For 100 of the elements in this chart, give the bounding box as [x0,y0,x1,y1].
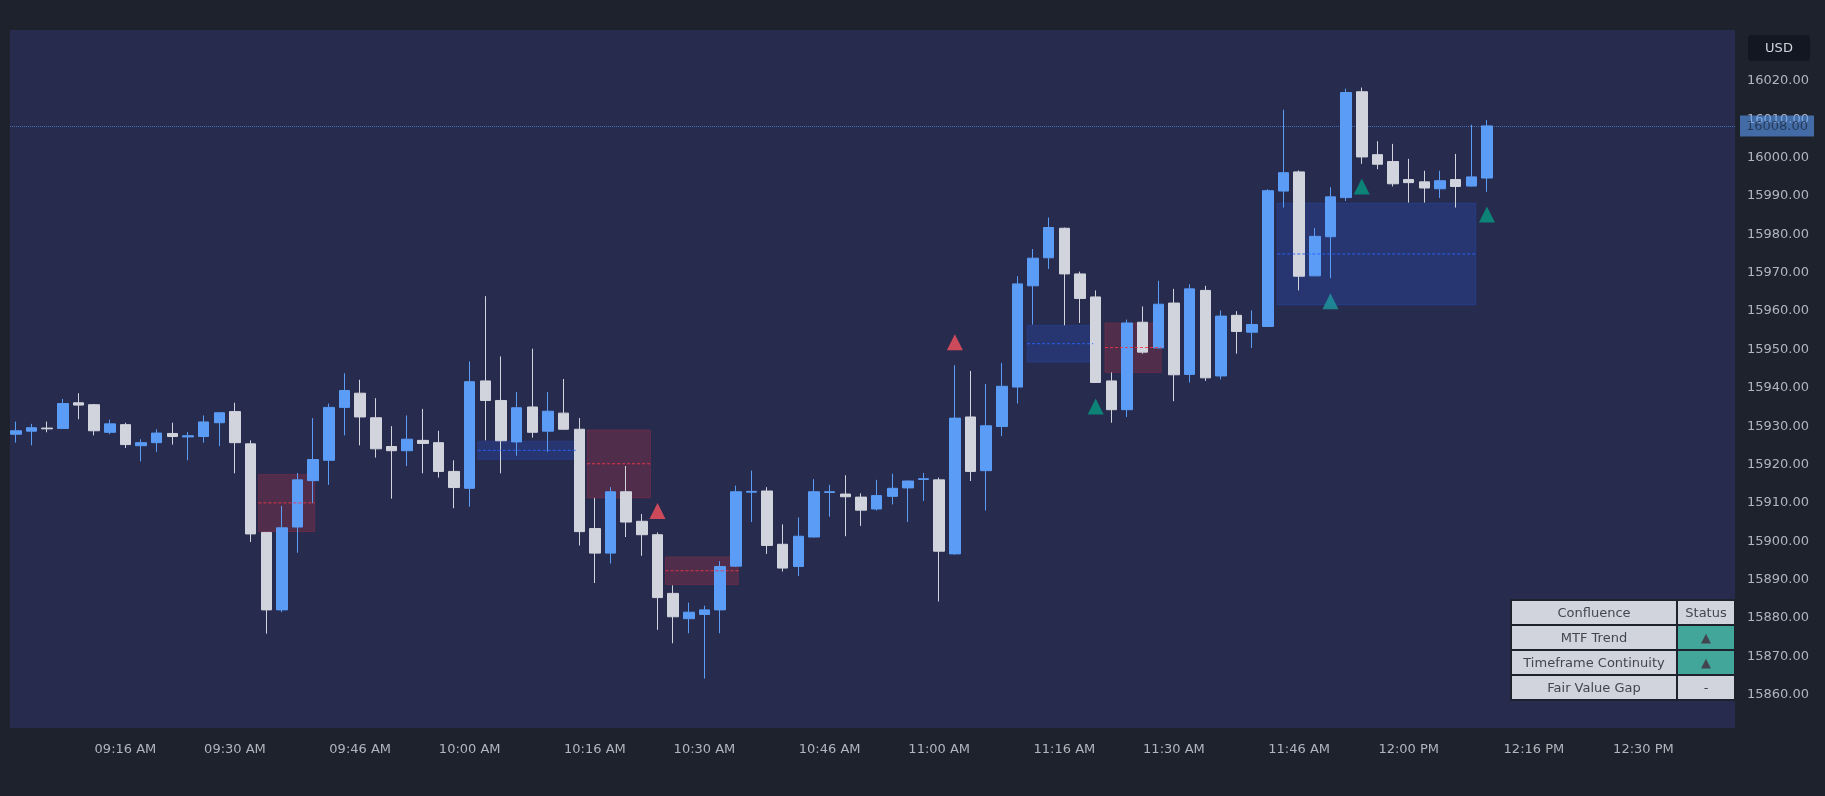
candlestick [1434,170,1446,199]
candlestick [980,383,992,512]
candlestick [1372,140,1383,170]
candlestick [558,378,569,431]
candlestick [1043,217,1054,270]
x-tick-label: 09:30 AM [204,741,266,756]
candlestick [667,584,679,644]
annotation: ▲ [1677,650,1735,675]
candlestick [1387,143,1399,187]
candlestick [902,480,914,523]
candlestick [135,438,147,462]
candlestick [793,516,804,577]
candlestick [1168,288,1180,402]
candlestick [1012,275,1023,405]
candlestick [527,348,538,439]
candlestick [1059,227,1070,326]
x-tick-label: 12:30 PM [1613,741,1674,756]
candlestick [855,492,867,527]
y-tick-label: 15960.00 [1747,302,1810,318]
y-tick-label: 15950.00 [1747,340,1810,356]
annotation: Timeframe Continuity [1511,650,1677,675]
candlestick [840,474,851,537]
x-tick-label: 11:00 AM [908,741,971,756]
x-tick-label: 09:46 AM [329,741,392,756]
y-tick-label: 16000.00 [1747,149,1810,165]
candlestick [949,364,961,556]
point [946,334,963,351]
candlestick [589,497,601,584]
candlestick [1450,153,1461,209]
candlestick [1403,158,1414,204]
candlestick [996,362,1008,437]
candlestick [1121,319,1133,418]
candlestick [354,379,366,446]
candlestick [1215,309,1227,380]
candlestick [574,417,585,546]
candlestick [511,391,522,457]
candlestick [292,472,303,554]
candlestick [683,602,695,634]
point [649,502,666,519]
candlestick [918,472,929,502]
candlestick [761,486,773,555]
candlestick [1246,309,1258,349]
point [1087,398,1104,415]
candlestick [448,459,460,509]
annotation: - [1677,675,1735,700]
annotation: MTF Trend [1511,625,1677,650]
candlestick [41,421,53,433]
candlestick [339,372,350,436]
annotation: Status [1677,600,1735,625]
candlestick [495,355,507,474]
candlestick [605,486,616,564]
x-tick-label: 10:16 AM [564,741,626,756]
candlestick [965,370,976,482]
annotation: Fair Value Gap [1511,675,1677,700]
candlestick [652,531,663,631]
candlestick [401,414,413,467]
candlestick [433,430,444,479]
y-tick-label: 15860.00 [1747,685,1810,701]
candlestick [1356,87,1368,165]
x-tick-label: 11:16 AM [1033,741,1096,756]
y-tick-label: 15900.00 [1747,532,1810,548]
x-tick-label: 12:00 PM [1378,741,1440,756]
candlestick [261,531,272,635]
candlestick [1074,271,1086,324]
y-tick-label: 15880.00 [1747,609,1810,625]
candlestick [1466,124,1477,187]
candlestick [120,422,131,449]
candlestick [73,392,84,420]
point [1322,293,1339,310]
x-tick-label: 10:00 AM [438,741,501,756]
y-tick-label: 15970.00 [1747,264,1810,280]
annotation: ▲ [1677,625,1735,650]
candlestick [88,403,100,436]
candlestick [1262,188,1274,328]
annotation: Confluence [1511,600,1677,625]
x-tick-label: 12:16 PM [1503,741,1565,756]
y-tick-label: 15930.00 [1747,417,1810,433]
candlestick [542,391,554,453]
candlestick [182,431,194,461]
y-tick-label: 15990.00 [1747,187,1810,203]
candlestick [276,505,288,613]
x-tick-label: 10:46 AM [798,741,861,756]
x-tick-label: 09:16 AM [94,741,157,756]
candlestick [307,417,319,504]
candlestick [1419,170,1430,204]
candlestick [636,513,648,557]
candlestick [871,479,882,512]
candlestick [1153,280,1164,349]
candlestick [1184,283,1195,383]
candlestick [1481,119,1493,193]
candlestick [323,403,335,486]
candlestick [57,398,69,430]
candlestick [26,423,37,446]
candlestick [214,411,225,447]
point [1353,178,1370,195]
candlestick [1293,169,1305,291]
y-tick-label: 16020.00 [1747,72,1810,88]
candlestick [1200,285,1211,382]
y-tick-label: 15910.00 [1747,494,1810,510]
candlestick [370,397,382,459]
